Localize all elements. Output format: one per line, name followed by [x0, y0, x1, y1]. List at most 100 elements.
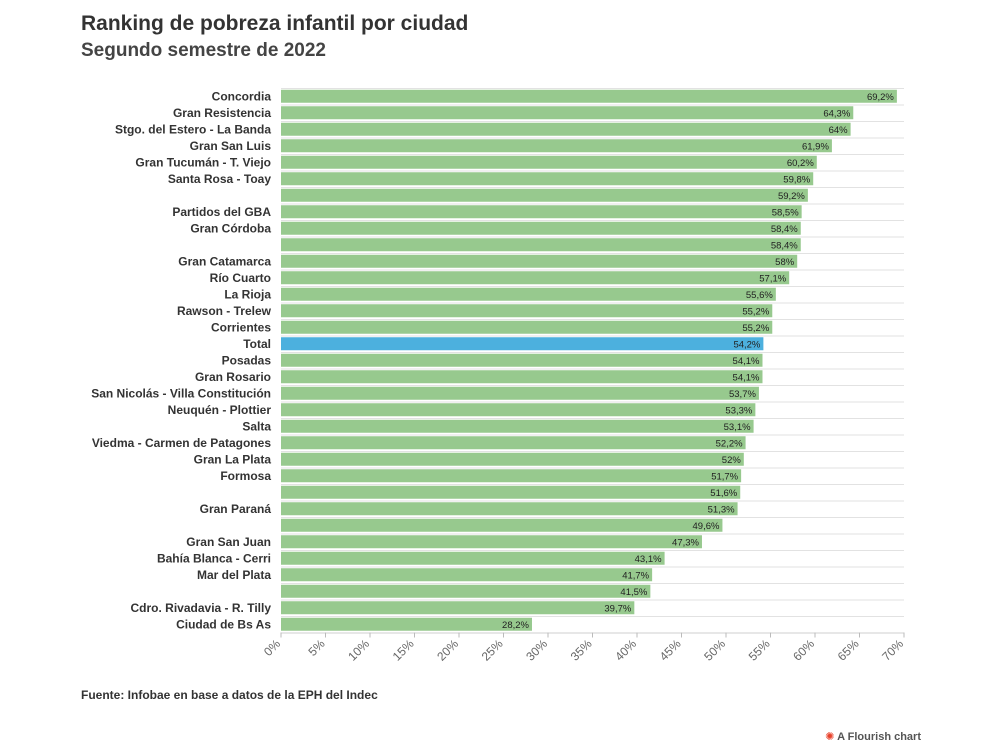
- chart-subtitle: Segundo semestre de 2022: [81, 40, 326, 61]
- value-label: 41,5%: [620, 587, 647, 598]
- bar: [281, 502, 738, 516]
- category-label: Mar del Plata: [197, 568, 271, 582]
- value-label: 64%: [829, 125, 849, 136]
- category-label: Partidos del GBA: [172, 205, 271, 219]
- category-label: Gran Córdoba: [190, 221, 271, 235]
- flourish-logo-icon: ✺: [825, 731, 835, 743]
- category-label: Gran Paraná: [200, 502, 272, 516]
- tick-label: 25%: [479, 636, 506, 663]
- bar: [281, 568, 653, 582]
- tick-label: 10%: [345, 636, 372, 663]
- value-label: 58,4%: [771, 224, 798, 235]
- category-label: Gran Catamarca: [178, 254, 271, 268]
- bar: [281, 469, 742, 483]
- value-label: 59,8%: [783, 174, 810, 185]
- bar: [281, 452, 744, 466]
- value-label: 53,7%: [729, 389, 756, 400]
- bar: [281, 370, 763, 384]
- bar: [281, 617, 532, 631]
- category-label: Gran Resistencia: [173, 106, 271, 120]
- value-label: 53,1%: [724, 422, 751, 433]
- x-axis: 0% 5% 10% 15% 20% 25% 30% 35% 40% 45% 50% 55% 60% 65%…: [261, 632, 906, 664]
- tick-label: 20%: [434, 636, 461, 663]
- bar: [281, 139, 832, 153]
- tick-label: 5%: [305, 636, 327, 658]
- bar: [281, 485, 741, 499]
- category-label: Gran San Juan: [186, 535, 271, 549]
- bar-chart: Concordia Gran Resistencia Stgo. del Ester…: [91, 88, 906, 664]
- bar: [281, 122, 851, 136]
- tick-label: 30%: [523, 636, 550, 663]
- category-label: La Rioja: [224, 287, 271, 301]
- value-label: 41,7%: [622, 570, 649, 581]
- value-label: 53,3%: [725, 405, 752, 416]
- source-note: Fuente: Infobae en base a datos de la EP…: [81, 688, 378, 702]
- category-label: Gran La Plata: [194, 452, 272, 466]
- bar: [281, 337, 764, 351]
- value-label: 55,2%: [742, 323, 769, 334]
- category-label: Ciudad de Bs As: [176, 617, 271, 631]
- category-label: Stgo. del Estero - La Banda: [115, 122, 271, 136]
- bar: [281, 518, 723, 532]
- tick-label: 50%: [701, 636, 728, 663]
- tick-label: 40%: [612, 636, 639, 663]
- category-label: Total: [243, 337, 271, 351]
- value-label: 54,2%: [733, 339, 760, 350]
- value-label: 28,2%: [502, 620, 529, 631]
- chart-title: Ranking de pobreza infantil por ciudad: [81, 12, 469, 35]
- value-label: 39,7%: [604, 603, 631, 614]
- tick-label: 35%: [568, 636, 595, 663]
- category-label: Salta: [242, 419, 271, 433]
- bar: [281, 584, 651, 598]
- bar: [281, 601, 635, 615]
- bar: [281, 304, 773, 318]
- bar: [281, 403, 756, 417]
- bar: [281, 205, 802, 219]
- category-label: Gran Tucumán - T. Viejo: [135, 155, 271, 169]
- category-label: Gran Rosario: [195, 370, 271, 384]
- flourish-credit[interactable]: ✺ A Flourish chart: [825, 730, 921, 743]
- category-label: Rawson - Trelew: [177, 304, 272, 318]
- category-label: Neuquén - Plottier: [168, 403, 272, 417]
- value-label: 58,5%: [772, 207, 799, 218]
- category-label: Río Cuarto: [210, 271, 271, 285]
- bars: [281, 89, 897, 631]
- value-label: 43,1%: [635, 554, 662, 565]
- value-label: 54,1%: [733, 372, 760, 383]
- credit-label: A Flourish chart: [837, 731, 921, 743]
- bar: [281, 254, 798, 268]
- bar: [281, 106, 854, 120]
- value-label: 61,9%: [802, 141, 829, 152]
- bar: [281, 155, 817, 169]
- tick-label: 0%: [261, 636, 283, 658]
- value-label: 54,1%: [733, 356, 760, 367]
- bar: [281, 287, 776, 301]
- tick-label: 70%: [879, 636, 906, 663]
- value-label: 64,3%: [823, 108, 850, 119]
- value-label: 58%: [775, 257, 795, 268]
- value-label: 52,2%: [716, 438, 743, 449]
- bar: [281, 386, 759, 400]
- bar: [281, 320, 773, 334]
- category-label: Concordia: [212, 89, 272, 103]
- category-label: Formosa: [220, 469, 271, 483]
- value-label: 51,6%: [710, 488, 737, 499]
- tick-label: 15%: [390, 636, 417, 663]
- value-label: 49,6%: [693, 521, 720, 532]
- value-label: 60,2%: [787, 158, 814, 169]
- value-label: 58,4%: [771, 240, 798, 251]
- category-label: Corrientes: [211, 320, 271, 334]
- tick-label: 65%: [835, 636, 862, 663]
- category-labels: Concordia Gran Resistencia Stgo. del Ester…: [91, 89, 271, 631]
- bar: [281, 419, 754, 433]
- category-label: Viedma - Carmen de Patagones: [92, 436, 272, 450]
- value-label: 52%: [722, 455, 742, 466]
- value-label: 57,1%: [759, 273, 786, 284]
- bar: [281, 535, 702, 549]
- tick-label: 55%: [746, 636, 773, 663]
- bar: [281, 436, 746, 450]
- value-labels: 69,2% 64,3% 64%61,9% 60,2% 59,8% 59,2% 58,5% 58…: [502, 92, 894, 631]
- bar: [281, 551, 665, 565]
- bar: [281, 238, 801, 252]
- bar: [281, 221, 801, 235]
